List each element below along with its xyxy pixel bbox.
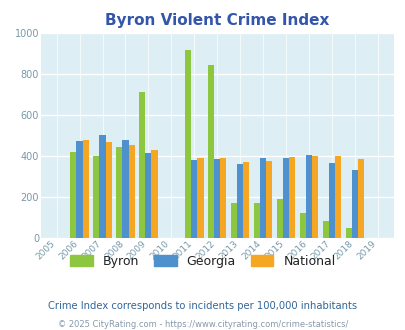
Bar: [76, 142, 83, 238]
Bar: [230, 203, 237, 238]
Text: © 2025 CityRating.com - https://www.cityrating.com/crime-statistics/: © 2025 CityRating.com - https://www.city…: [58, 320, 347, 329]
Bar: [305, 155, 311, 238]
Bar: [334, 156, 340, 238]
Bar: [288, 157, 294, 238]
Bar: [145, 153, 151, 238]
Bar: [139, 92, 145, 238]
Legend: Byron, Georgia, National: Byron, Georgia, National: [65, 249, 340, 273]
Bar: [357, 159, 363, 238]
Bar: [197, 158, 203, 238]
Bar: [151, 149, 157, 238]
Bar: [253, 203, 259, 238]
Bar: [345, 228, 351, 238]
Bar: [191, 160, 197, 238]
Bar: [122, 141, 128, 238]
Bar: [276, 199, 282, 238]
Bar: [322, 221, 328, 238]
Text: Crime Index corresponds to incidents per 100,000 inhabitants: Crime Index corresponds to incidents per…: [48, 301, 357, 311]
Bar: [311, 156, 318, 238]
Bar: [185, 50, 191, 238]
Bar: [237, 164, 243, 238]
Bar: [220, 158, 226, 238]
Bar: [207, 65, 213, 238]
Bar: [83, 141, 89, 238]
Bar: [299, 213, 305, 238]
Bar: [128, 145, 134, 238]
Bar: [213, 159, 220, 238]
Bar: [116, 147, 122, 238]
Bar: [259, 158, 266, 238]
Bar: [93, 156, 99, 238]
Bar: [105, 143, 111, 238]
Bar: [99, 135, 105, 238]
Bar: [351, 170, 357, 238]
Bar: [266, 161, 272, 238]
Bar: [282, 158, 288, 238]
Bar: [243, 162, 249, 238]
Title: Byron Violent Crime Index: Byron Violent Crime Index: [105, 13, 328, 28]
Bar: [328, 163, 334, 238]
Bar: [70, 152, 76, 238]
